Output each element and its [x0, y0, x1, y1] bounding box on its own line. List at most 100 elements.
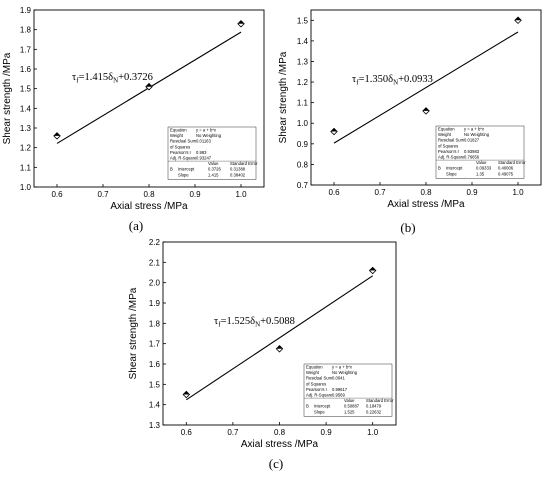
data-point — [422, 107, 430, 115]
stats-cell: Intercept — [178, 167, 195, 172]
y-tick-label: 0.7 — [297, 181, 309, 190]
y-tick-label: 1.5 — [297, 16, 309, 25]
data-point — [182, 390, 191, 399]
stats-cell: Slope — [446, 171, 457, 176]
y-tick-label: 1.2 — [20, 144, 32, 153]
x-tick-label: 0.9 — [189, 190, 201, 199]
y-tick-label: 1.1 — [297, 99, 309, 108]
stats-table: Equation y = a + b*x Weight No WeightingRes… — [435, 125, 526, 179]
stats-cell: Adj. R-Square — [438, 155, 465, 160]
stats-cell: B — [438, 166, 441, 171]
stats-table: Equation y = a + b*x Weight No WeightingRes… — [167, 126, 258, 180]
stats-header: Standard Error — [366, 398, 394, 403]
x-tick-label: 0.6 — [181, 428, 193, 437]
stats-cell: 0.93247 — [196, 156, 212, 161]
stats-table-frame — [167, 126, 257, 180]
x-tick-label: 0.8 — [274, 428, 286, 437]
x-tick-label: 0.7 — [227, 428, 239, 437]
data-point-fill — [53, 132, 61, 136]
data-point-fill — [183, 391, 190, 395]
panel-label: (a) — [129, 218, 143, 233]
y-tick-label: 1.6 — [20, 65, 32, 74]
data-point — [514, 16, 522, 25]
y-tick-label: 1.4 — [149, 401, 161, 410]
stats-cell: 0.38402 — [230, 172, 246, 177]
stats-cell: Weight — [306, 370, 320, 375]
stats-cell: Slope — [178, 172, 189, 177]
stats-cell: y = a + b*x — [332, 365, 353, 370]
y-tick-label: 1.1 — [20, 163, 32, 172]
y-tick-label: 2.1 — [149, 258, 161, 267]
chart-panel: 0.6 0.7 0.8 0.9 1.0 1.3 1.4 1.5 1.6 1.7 1.8 1.9 2.0 2… — [128, 238, 397, 471]
x-tick-label: 0.7 — [374, 188, 386, 197]
data-point-fill — [514, 17, 522, 21]
stats-cell: 0.983 — [196, 150, 207, 155]
stats-cell: 0.76656 — [464, 155, 480, 160]
x-axis-label: Axial stress /MPa — [387, 199, 465, 210]
y-tick-label: 1.8 — [20, 26, 32, 35]
stats-cell: No Weighting — [464, 132, 490, 137]
y-axis-label: Shear strength /MPa — [128, 287, 139, 379]
fit-line — [333, 31, 519, 144]
y-tick-label: 1.4 — [297, 37, 309, 46]
y-tick-label: 2.2 — [149, 238, 161, 247]
data-point-fill — [237, 20, 245, 24]
fit-equation: τf=1.525δN+0.5088 — [214, 316, 295, 329]
x-tick-label: 0.9 — [321, 428, 333, 437]
y-axis-label: Shear strength /MPa — [2, 52, 13, 144]
x-tick-label: 0.8 — [420, 188, 432, 197]
stats-cell: Pearson's r — [170, 150, 192, 155]
data-point — [330, 127, 338, 136]
stats-cell: 0.9569 — [332, 393, 345, 398]
data-point — [237, 20, 245, 28]
stats-cell: 0.09333 — [476, 166, 492, 171]
data-point-fill — [276, 345, 283, 349]
stats-cell: Adj. R-Square — [306, 393, 333, 398]
y-axis-label: Shear strength /MPa — [278, 51, 289, 143]
stats-cell: Pearson's r — [438, 149, 460, 154]
x-tick-label: 1.0 — [235, 190, 247, 199]
y-tick-label: 1.3 — [20, 124, 32, 133]
stats-cell: No Weighting — [332, 370, 358, 375]
y-tick-label: 1.4 — [20, 104, 32, 113]
stats-cell: 0.0041 — [332, 376, 345, 381]
stats-cell: 0.22632 — [366, 409, 382, 414]
y-tick-label: 1.2 — [297, 78, 309, 87]
panel-label: (b) — [400, 220, 415, 235]
y-tick-label: 1.5 — [149, 380, 161, 389]
stats-cell: Weight — [170, 133, 184, 138]
stats-cell: 0.40006 — [498, 166, 514, 171]
stats-cell: Equation — [170, 128, 187, 133]
stats-cell: Residual Sum — [306, 376, 333, 381]
x-tick-label: 0.9 — [466, 188, 478, 197]
chart-panel: 0.6 0.7 0.8 0.9 1.0 0.7 0.8 0.9 1.0 1.1 1.2 1.3 1.4 1… — [278, 9, 542, 235]
stats-cell: 0.50887 — [344, 404, 360, 409]
stats-header: Value — [344, 398, 355, 403]
x-tick-label: 1.0 — [512, 188, 524, 197]
stats-header: Standard Error — [498, 160, 526, 165]
x-tick-label: 0.6 — [51, 190, 63, 199]
y-tick-label: 1.5 — [20, 85, 32, 94]
stats-cell: Weight — [438, 132, 452, 137]
x-tick-label: 1.0 — [367, 428, 379, 437]
data-point-fill — [422, 107, 430, 111]
data-point-fill — [330, 128, 338, 132]
y-tick-label: 1.3 — [297, 57, 309, 66]
x-tick-label: 0.8 — [143, 190, 155, 199]
stats-cell: B — [170, 167, 173, 172]
stats-cell: Residual Sum — [438, 138, 465, 143]
y-tick-label: 1.0 — [20, 183, 32, 192]
stats-cell: Intercept — [446, 166, 463, 171]
data-point — [275, 344, 284, 353]
stats-cell: 0.49075 — [498, 171, 514, 176]
data-point — [53, 132, 61, 140]
data-point-fill — [369, 267, 376, 271]
panel-label: (c) — [269, 456, 283, 471]
x-tick-label: 0.6 — [328, 188, 340, 197]
stats-cell: 1.415 — [208, 172, 219, 177]
chart-panel: 0.6 0.7 0.8 0.9 1.0 1.0 1.1 1.2 1.3 1.4 1.5 1.6 1.7 1… — [2, 6, 265, 233]
stats-cell: of Squares — [306, 381, 326, 386]
fit-equation: τf=1.415δN+0.3726 — [72, 72, 153, 85]
x-axis-label: Axial stress /MPa — [110, 201, 188, 212]
